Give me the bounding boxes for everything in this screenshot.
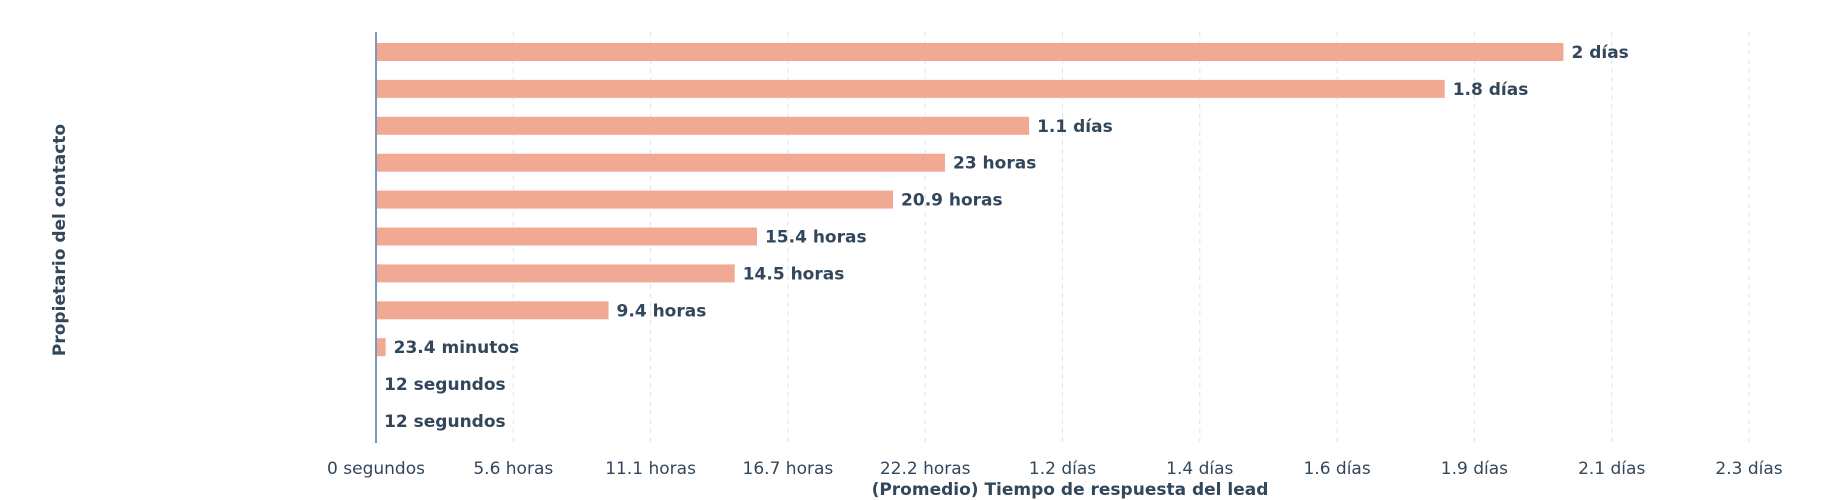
data-label: 9.4 horas — [617, 301, 707, 321]
data-label: 23.4 minutos — [394, 338, 520, 358]
x-axis-title: (Promedio) Tiempo de respuesta del lead — [872, 480, 1269, 500]
bar[interactable] — [376, 154, 945, 172]
x-tick-label: 16.7 horas — [743, 459, 834, 479]
x-tick-label: 1.6 días — [1303, 459, 1370, 479]
bar[interactable] — [376, 301, 609, 319]
data-label: 12 segundos — [384, 375, 506, 395]
x-tick-label: 22.2 horas — [880, 459, 971, 479]
data-label: 1.8 días — [1453, 80, 1529, 100]
y-axis-title: Propietario del contacto — [50, 124, 70, 356]
x-tick-label: 0 segundos — [327, 459, 425, 479]
bar[interactable] — [376, 80, 1445, 98]
bar[interactable] — [376, 338, 386, 356]
data-label: 2 días — [1571, 43, 1628, 63]
data-label: 20.9 horas — [901, 191, 1003, 211]
x-tick-label: 1.4 días — [1166, 459, 1233, 479]
data-label: 12 segundos — [384, 412, 506, 432]
data-label: 23 horas — [953, 154, 1036, 174]
data-label: 14.5 horas — [743, 264, 845, 284]
bar[interactable] — [376, 117, 1029, 135]
x-tick-labels: 0 segundos 5.6 horas 11.1 horas 16.7 horas 2… — [327, 459, 1783, 479]
bar[interactable] — [376, 264, 735, 282]
bars — [376, 43, 1563, 430]
x-tick-label: 1.2 días — [1029, 459, 1096, 479]
x-tick-label: 1.9 días — [1441, 459, 1508, 479]
data-label: 15.4 horas — [765, 228, 867, 248]
bar[interactable] — [376, 43, 1563, 61]
x-tick-label: 2.1 días — [1578, 459, 1645, 479]
x-tick-label: 11.1 horas — [605, 459, 696, 479]
x-tick-label: 2.3 días — [1715, 459, 1782, 479]
data-label: 1.1 días — [1037, 117, 1113, 137]
bar[interactable] — [376, 191, 893, 209]
bar[interactable] — [376, 228, 757, 246]
x-tick-label: 5.6 horas — [473, 459, 553, 479]
